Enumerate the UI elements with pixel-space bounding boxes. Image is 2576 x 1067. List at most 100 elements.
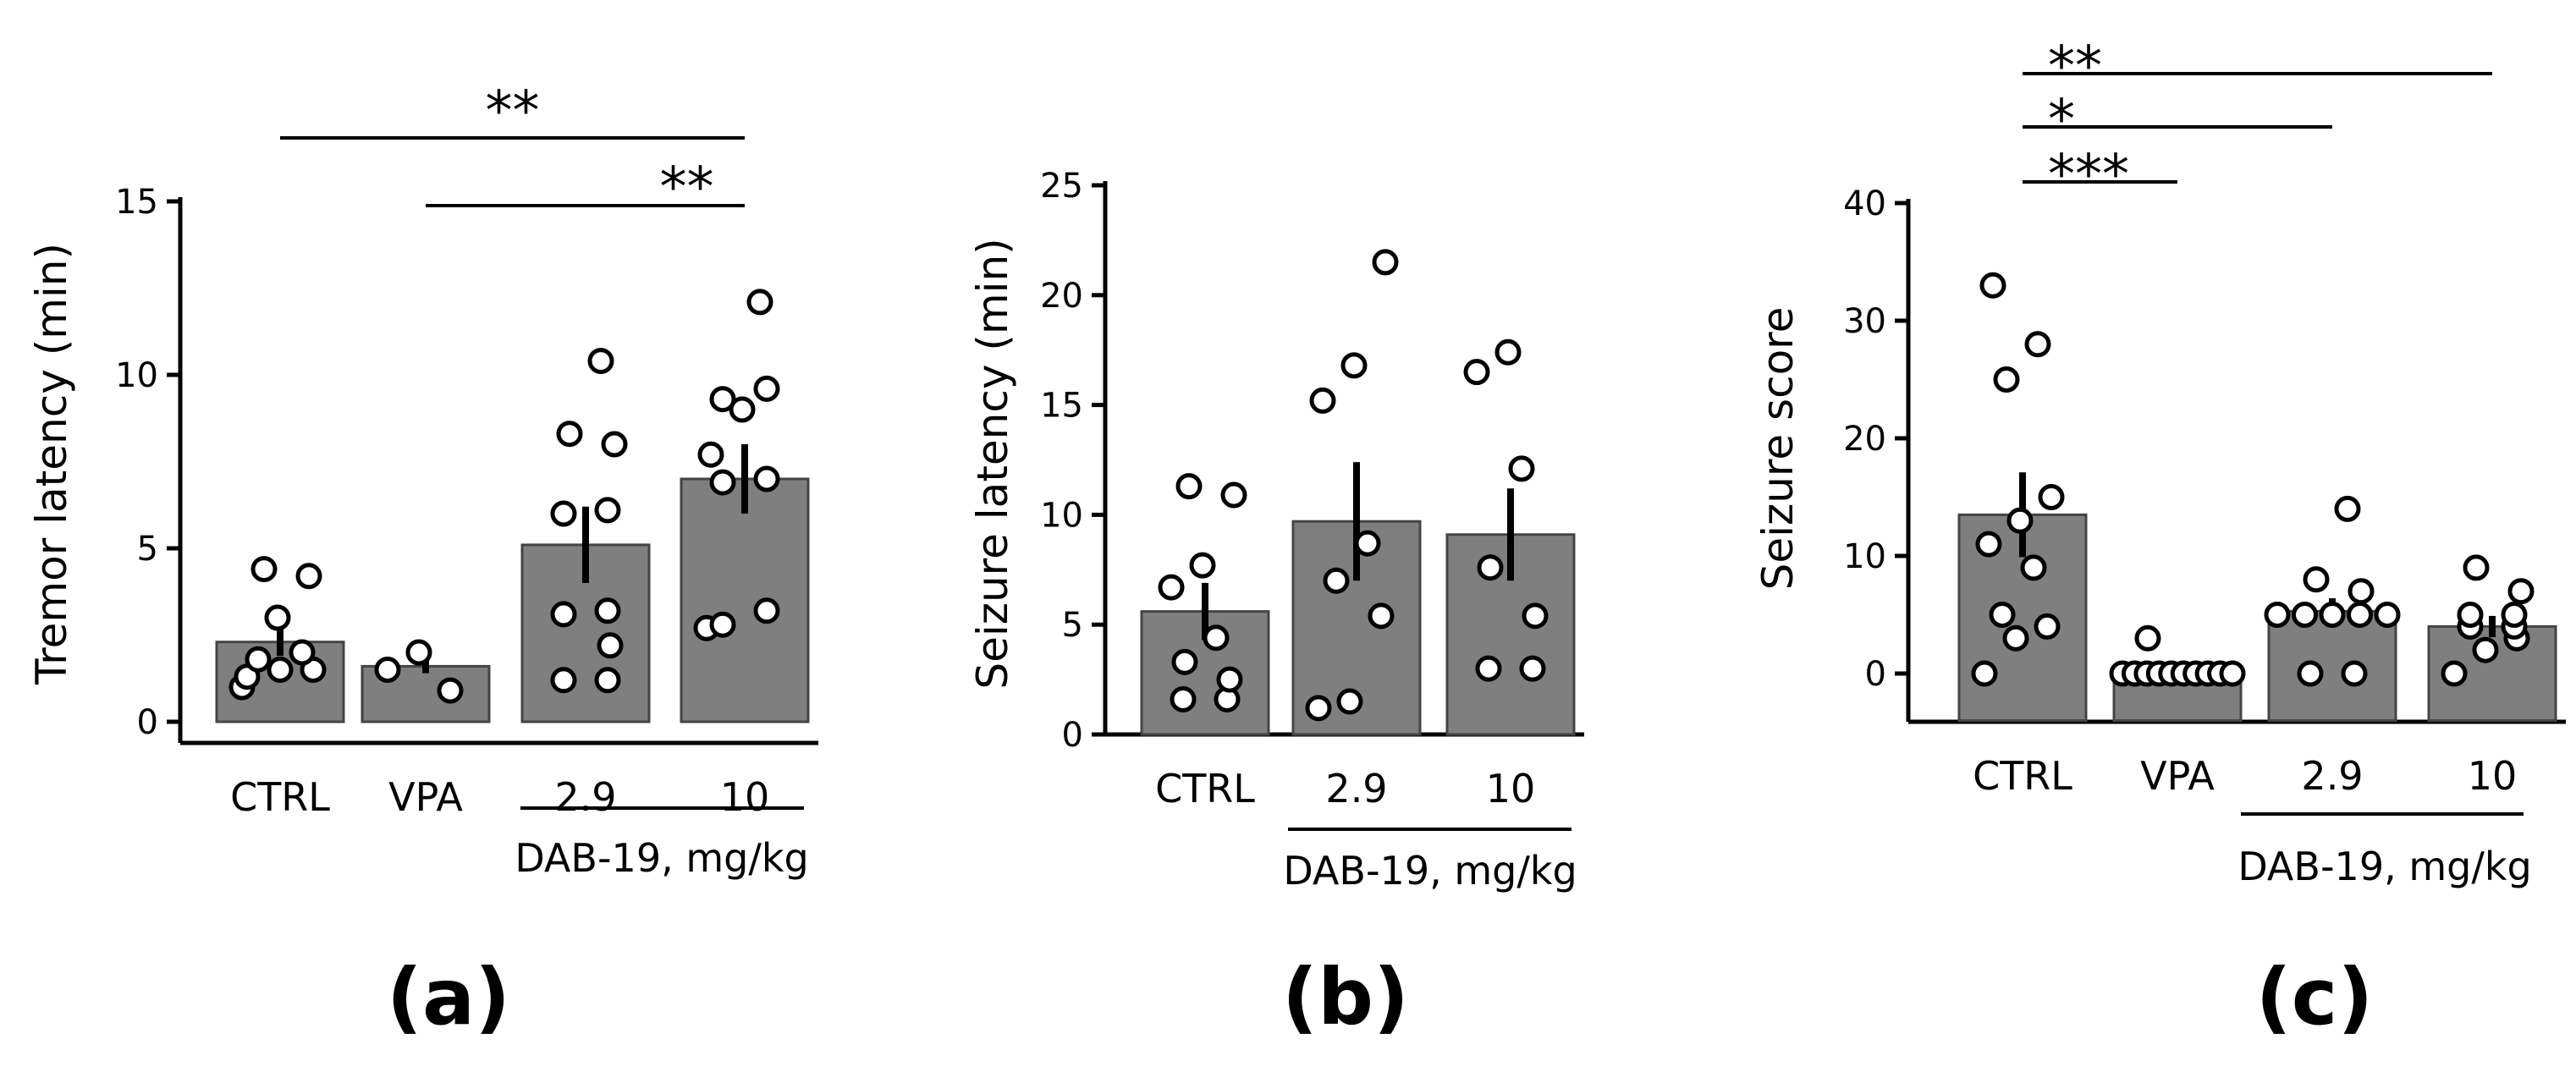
group-label: DAB-19, mg/kg <box>515 835 808 881</box>
data-point <box>264 604 291 631</box>
data-point <box>405 639 432 666</box>
bar-2-9 <box>2267 609 2397 723</box>
data-point <box>2347 602 2373 628</box>
data-point <box>1203 624 1230 652</box>
group-label: DAB-19, mg/kg <box>1283 848 1577 894</box>
data-point <box>709 611 736 638</box>
data-point <box>753 375 780 402</box>
data-point <box>1508 455 1535 482</box>
data-point <box>1170 685 1197 712</box>
data-point <box>2334 495 2361 522</box>
x-tick-label: 2.9 <box>1325 766 1387 811</box>
data-point <box>1189 552 1216 579</box>
data-point <box>437 677 464 704</box>
data-point <box>2501 602 2528 628</box>
y-tick-label: 40 <box>1843 184 1886 223</box>
data-point <box>374 657 401 683</box>
data-point <box>1519 655 1546 682</box>
data-point <box>2219 660 2246 687</box>
y-tick-label: 0 <box>137 703 158 742</box>
data-point <box>1475 655 1502 682</box>
data-point <box>1171 648 1198 675</box>
data-point <box>1175 473 1203 500</box>
panel-label: (c) <box>2256 952 2374 1042</box>
y-tick-label: 15 <box>115 183 158 222</box>
data-point <box>1309 387 1336 414</box>
x-tick-label: 2.9 <box>2301 753 2363 799</box>
y-tick-label: 10 <box>1040 496 1083 535</box>
data-point <box>1340 352 1368 379</box>
data-point <box>2341 660 2368 687</box>
data-point <box>2457 602 2484 628</box>
data-point <box>1305 695 1332 722</box>
data-point <box>2472 636 2499 663</box>
chart-panel-1: 0 5 10 15 Tremor latency (min) CTRL VPA 2.9 10 DA… <box>27 80 818 1042</box>
data-point <box>594 497 621 524</box>
x-tick-label: 10 <box>1486 766 1536 811</box>
data-point <box>729 396 756 423</box>
x-tick-label: CTRL <box>1155 766 1255 811</box>
x-tick-label: 2.9 <box>554 774 616 820</box>
data-point <box>245 646 272 673</box>
data-point <box>1323 567 1350 594</box>
data-point <box>753 465 780 492</box>
y-tick-label: 15 <box>1040 387 1083 426</box>
y-tick-label: 5 <box>137 530 158 569</box>
data-point <box>2006 507 2034 534</box>
data-point <box>1975 531 2002 558</box>
data-point <box>2303 566 2330 593</box>
data-point <box>1463 359 1490 386</box>
y-tick-label: 5 <box>1062 606 1083 645</box>
group-label: DAB-19, mg/kg <box>2237 844 2531 889</box>
y-axis-title: Seizure latency (min) <box>968 238 1017 689</box>
data-point <box>550 500 577 527</box>
data-point <box>267 657 294 683</box>
data-point <box>594 597 621 624</box>
y-tick-label: 20 <box>1843 420 1886 459</box>
data-point <box>1354 530 1381 557</box>
data-point <box>2348 578 2375 605</box>
data-point <box>2002 624 2029 652</box>
data-point <box>2441 660 2468 687</box>
bar-ctrl <box>1140 610 1270 736</box>
x-tick-label: CTRL <box>1973 753 2072 799</box>
data-point <box>697 441 724 468</box>
data-point <box>2374 602 2401 628</box>
data-point <box>2020 554 2047 581</box>
y-tick-label: 0 <box>1865 655 1886 694</box>
data-point <box>1971 660 1998 687</box>
data-point <box>2134 624 2161 652</box>
data-point <box>289 639 316 666</box>
data-point <box>597 632 624 659</box>
data-point <box>2264 602 2291 628</box>
data-point <box>2463 554 2490 581</box>
significance-stars: ** <box>486 80 540 143</box>
x-tick-label: 10 <box>720 774 770 820</box>
data-point <box>753 597 780 624</box>
data-point <box>1220 481 1247 509</box>
data-point <box>594 667 621 694</box>
data-point <box>550 601 577 628</box>
data-point <box>1216 666 1243 693</box>
data-point <box>587 348 614 375</box>
data-point <box>1336 688 1363 715</box>
data-point <box>250 556 278 583</box>
data-point <box>1989 602 2016 628</box>
data-point <box>2507 578 2535 605</box>
chart-panel-3: 0 10 20 30 40 Seizure score CTRL VPA 2.9 10 DAB-19… <box>1753 36 2566 1042</box>
data-point <box>1979 272 2006 299</box>
data-point <box>709 469 736 496</box>
data-point <box>295 563 322 590</box>
data-point <box>1368 602 1395 630</box>
significance-stars: * <box>2048 89 2075 151</box>
data-point <box>1494 338 1522 366</box>
x-tick-label: VPA <box>388 774 463 820</box>
significance-stars: *** <box>2048 144 2129 206</box>
data-point <box>2024 331 2051 358</box>
data-point <box>2292 602 2318 628</box>
y-tick-label: 30 <box>1843 302 1886 341</box>
x-tick-label: 10 <box>2468 753 2518 799</box>
chart-panel-2: 0 5 10 15 20 25 Seizure latency (min) CTRL 2.9 10… <box>968 167 1584 1042</box>
significance-stars: ** <box>2048 36 2102 98</box>
